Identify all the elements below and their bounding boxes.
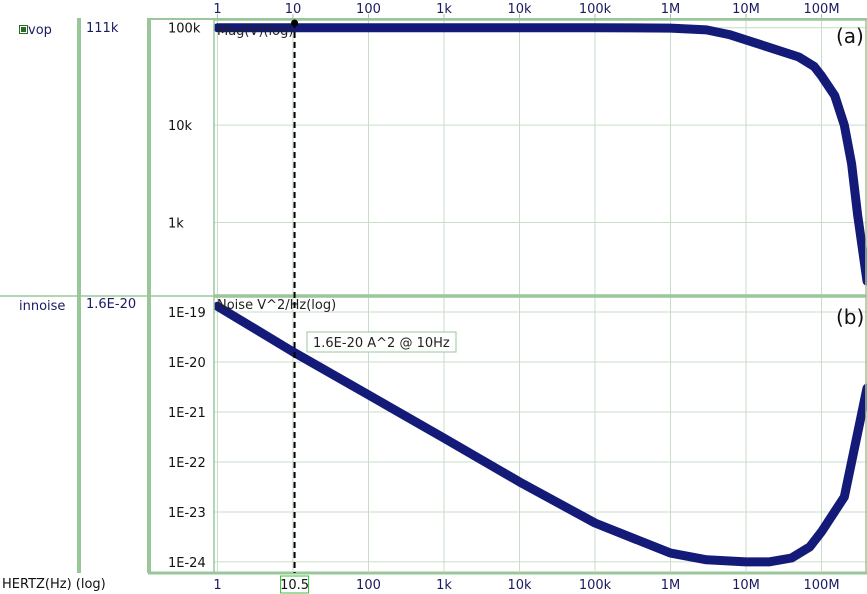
panel-a-frame xyxy=(213,19,867,296)
panel-a-y-axis: 100k 10k 1k xyxy=(168,22,201,232)
bottom-x-tick-100: 100 xyxy=(356,578,381,593)
signal-vop-row[interactable]: vop xyxy=(19,23,52,38)
y-tick-1E-19: 1E-19 xyxy=(168,306,206,321)
top-x-tick-10: 10 xyxy=(285,2,302,17)
signal-innoise-row[interactable]: innoise xyxy=(19,299,65,314)
panel-a-label: (a) xyxy=(836,24,864,48)
panel-a-grid xyxy=(214,20,867,295)
top-x-tick-100k: 100k xyxy=(579,2,612,17)
signal-name-vop: vop xyxy=(28,23,52,38)
top-x-tick-1k: 1k xyxy=(436,2,452,17)
x-axis-label: HERTZ(Hz) (log) xyxy=(2,577,106,592)
panel-a-title: Mag(V)(log) xyxy=(217,24,293,39)
bottom-x-tick-1M: 1M xyxy=(661,578,681,593)
y-tick-1E-21: 1E-21 xyxy=(168,406,206,421)
signal-name-innoise: innoise xyxy=(19,299,66,314)
cursor-readout[interactable]: 10.5 xyxy=(280,575,310,594)
cursor-marker xyxy=(291,19,299,27)
bottom-x-tick-10M: 10M xyxy=(732,578,760,593)
panel-b-label: (b) xyxy=(836,305,864,329)
top-x-tick-100M: 100M xyxy=(804,2,840,17)
bottom-x-tick-1k: 1k xyxy=(436,578,452,593)
top-x-tick-10k: 10k xyxy=(507,2,532,17)
annotation-box xyxy=(306,331,457,353)
y-tick-1E-24: 1E-24 xyxy=(168,556,206,571)
annotation[interactable]: 1.6E-20 A^2 @ 10Hz xyxy=(306,331,457,353)
panel-b-frame xyxy=(213,296,867,574)
bottom-x-tick-100k: 100k xyxy=(579,578,612,593)
top-x-tick-1M: 1M xyxy=(661,2,681,17)
panel-b-y-axis: 1E-19 1E-20 1E-21 1E-22 1E-23 1E-24 xyxy=(168,306,206,571)
cursor-readout-value: 10.5 xyxy=(280,578,309,593)
checkbox-icon[interactable] xyxy=(19,25,28,34)
y-tick-10k: 10k xyxy=(168,119,193,134)
vop-magnitude-trace[interactable] xyxy=(214,23,867,286)
top-x-axis: 1 10 100 1k 10k 100k 1M 10M 100M xyxy=(148,2,867,20)
innoise-trace[interactable] xyxy=(214,301,867,567)
y-tick-1k: 1k xyxy=(168,216,184,231)
cursor-readout-box xyxy=(280,575,310,594)
bottom-x-tick-1: 1 xyxy=(213,578,221,593)
bottom-x-tick-10k: 10k xyxy=(507,578,532,593)
panel-a[interactable]: 100k 10k 1k Mag(V)(log) (a) xyxy=(168,19,867,296)
top-x-tick-1: 1 xyxy=(213,2,221,17)
signal-value-innoise: 1.6E-20 xyxy=(86,297,137,312)
y-tick-1E-20: 1E-20 xyxy=(168,356,206,371)
top-x-tick-100: 100 xyxy=(356,2,381,17)
y-tick-1E-23: 1E-23 xyxy=(168,506,206,521)
y-tick-100k: 100k xyxy=(168,22,201,37)
panel-b-title: Noise V^2/Hz(log) xyxy=(217,298,336,313)
top-x-tick-10M: 10M xyxy=(732,2,760,17)
panel-b[interactable]: 1E-19 1E-20 1E-21 1E-22 1E-23 1E-24 Noise V^2… xyxy=(168,296,867,574)
bottom-x-tick-100M: 100M xyxy=(804,578,840,593)
annotation-text: 1.6E-20 A^2 @ 10Hz xyxy=(313,336,450,351)
signal-value-vop: 111k xyxy=(86,21,119,36)
y-tick-1E-22: 1E-22 xyxy=(168,456,206,471)
